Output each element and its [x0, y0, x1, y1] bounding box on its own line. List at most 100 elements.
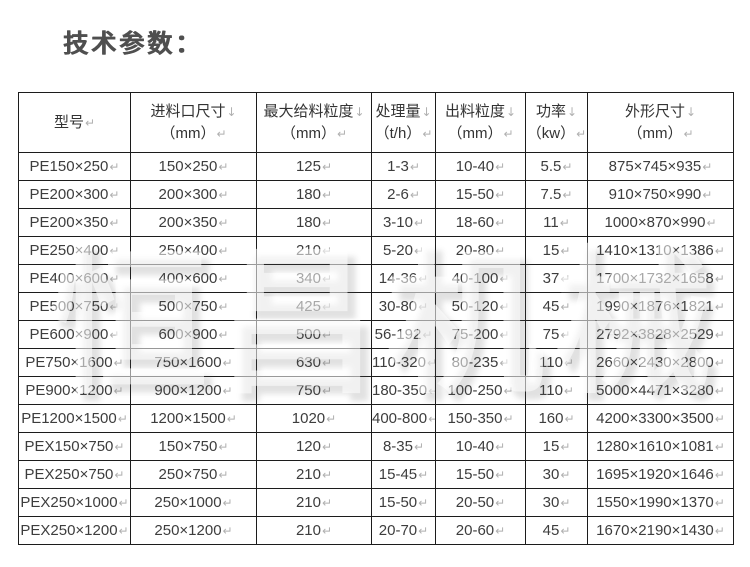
paragraph-mark: ↵ [321, 160, 333, 174]
paragraph-mark: ↵ [84, 115, 96, 130]
cell-value: 180 [295, 186, 321, 203]
table-row: PEX250×1200↵ 250×1200↵ 210↵ 20-70↵ 20-60↵ 45↵… [18, 516, 734, 545]
cell-value: PE150×250 [29, 158, 109, 175]
header-line2: （mm）↵ [258, 123, 371, 145]
paragraph-mark: ↵ [702, 188, 713, 202]
table-cell: 180-350↵ [371, 376, 436, 405]
column-header: 出料粒度↓ （mm）↵ [435, 92, 526, 153]
paragraph-mark: ↵ [714, 440, 725, 454]
table-cell: 5000×4471×3280↵ [587, 376, 734, 405]
paragraph-mark: ↵ [321, 356, 333, 370]
table-cell: 75↵ [525, 320, 588, 349]
paragraph-mark: ↵ [336, 126, 348, 141]
table-cell: 10-40↵ [435, 432, 526, 461]
cell-value: 2660×2430×2800 [596, 354, 714, 371]
paragraph-mark: ↵ [226, 412, 237, 426]
table-cell: 5-20↵ [371, 236, 436, 265]
cell-value: 20-50 [455, 494, 495, 511]
table-cell: 75-200↵ [435, 320, 526, 349]
cell-value: 11 [543, 214, 559, 231]
paragraph-mark: ↵ [560, 300, 571, 314]
table-cell: PEX250×750↵ [18, 460, 131, 489]
cell-value: PEX250×750 [24, 466, 114, 483]
table-cell: 40-100↵ [435, 264, 526, 293]
paragraph-mark: ↵ [114, 468, 125, 482]
paragraph-mark: ↵ [560, 496, 571, 510]
paragraph-mark: ↵ [409, 188, 420, 202]
cell-value: 630 [295, 354, 321, 371]
cell-value: 425 [295, 298, 321, 315]
table-cell: 15-50↵ [435, 460, 526, 489]
paragraph-mark: ↵ [109, 300, 120, 314]
cell-value: 2-6 [387, 186, 409, 203]
table-cell: 100-250↵ [435, 376, 526, 405]
table-cell: PE200×350↵ [18, 208, 131, 237]
cell-value: 1280×1610×1081 [596, 438, 714, 455]
paragraph-mark: ↵ [321, 300, 333, 314]
paragraph-mark: ↵ [218, 272, 229, 286]
paragraph-mark: ↵ [113, 356, 124, 370]
cell-value: PEX250×1200 [20, 522, 118, 539]
paragraph-mark: ↵ [418, 300, 429, 314]
table-row: PE900×1200↵900×1200↵750↵180-350↵100-250↵… [18, 376, 734, 405]
table-cell: 20-80↵ [435, 236, 526, 265]
table-cell: 30↵ [525, 488, 588, 517]
paragraph-mark: ↵ [413, 440, 425, 454]
table-cell: 18-60↵ [435, 208, 526, 237]
cell-value: 150×250 [158, 158, 218, 175]
cell-value: 45 [542, 298, 560, 315]
paragraph-mark: ↵ [413, 244, 425, 258]
cell-value: 600×900 [158, 326, 218, 343]
paragraph-mark: ↵ [218, 328, 229, 342]
table-cell: 3-10↵ [371, 208, 436, 237]
column-header: 最大给料粒度↓ （mm）↵ [256, 92, 372, 153]
cell-value: 14-36 [378, 270, 418, 287]
paragraph-mark: ↵ [560, 272, 571, 286]
table-cell: 1410×1310×1386↵ [587, 236, 734, 265]
paragraph-mark: ↵ [222, 496, 233, 510]
table-cell: 1695×1920×1646↵ [587, 460, 734, 489]
table-row: PE1200×1500↵1200×1500↵1020↵400-800↵150-3… [18, 404, 734, 433]
cell-value: 200×300 [158, 186, 218, 203]
paragraph-mark: ↵ [499, 356, 510, 370]
line-break-mark: ↓ [685, 104, 697, 119]
table-cell: 2660×2430×2800↵ [587, 348, 734, 377]
paragraph-mark: ↵ [218, 468, 229, 482]
table-row: PEX250×750↵ 250×750↵ 210↵ 15-45↵ 15-50↵ 30↵ 16… [18, 460, 734, 489]
cell-value: 5-20 [382, 242, 413, 259]
cell-value: 1700×1732×1658 [596, 270, 714, 287]
spec-table-body: PE150×250↵ 150×250↵ 125↵ 1-3↵ 10-40↵ 5.5↵ 875×… [18, 152, 734, 545]
cell-value: 250×400 [158, 242, 218, 259]
paragraph-mark: ↵ [428, 384, 434, 398]
header-unit: （mm） [627, 124, 683, 142]
cell-value: 120 [295, 438, 321, 455]
line-break-mark: ↓ [566, 104, 578, 119]
paragraph-mark: ↵ [560, 328, 571, 342]
paragraph-mark: ↵ [418, 524, 429, 538]
paragraph-mark: ↵ [118, 524, 129, 538]
paragraph-mark: ↵ [109, 216, 120, 230]
table-cell: 45↵ [525, 516, 588, 545]
table-cell: PE150×250↵ [18, 152, 131, 181]
cell-value: 1670×2190×1430 [596, 522, 714, 539]
table-cell: 340↵ [256, 264, 372, 293]
cell-value: 30 [542, 494, 560, 511]
header-line1: 出料粒度↓ [437, 101, 525, 123]
line-break-mark: ↓ [505, 104, 517, 119]
paragraph-mark: ↵ [109, 188, 120, 202]
cell-value: PE500×750 [29, 298, 109, 315]
column-header: 型号↵ [18, 92, 131, 153]
table-cell: 1-3↵ [371, 152, 436, 181]
header-line2: （t/h）↵ [373, 123, 435, 145]
column-header: 进料口尺寸↓ （mm）↵ [130, 92, 257, 153]
paragraph-mark: ↵ [321, 384, 333, 398]
table-cell: 120↵ [256, 432, 372, 461]
line-break-mark: ↓ [226, 104, 237, 119]
paragraph-mark: ↵ [118, 496, 129, 510]
paragraph-mark: ↵ [321, 524, 333, 538]
cell-value: 7.5 [540, 186, 562, 203]
cell-value: 20-80 [455, 242, 495, 259]
paragraph-mark: ↵ [563, 356, 574, 370]
paragraph-mark: ↵ [503, 126, 514, 141]
table-cell: 1020↵ [256, 404, 372, 433]
